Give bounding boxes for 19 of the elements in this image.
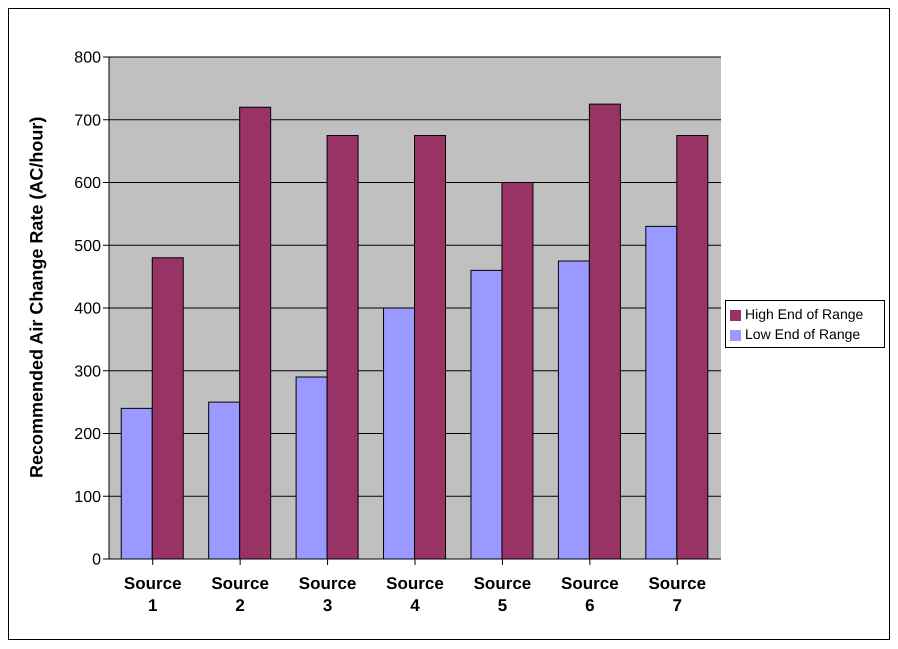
- legend-label: Low End of Range: [745, 326, 860, 342]
- y-axis-title: Recommended Air Change Rate (AC/hour): [26, 116, 46, 478]
- y-tick-label: 500: [74, 238, 102, 255]
- y-tick-label: 300: [74, 363, 102, 380]
- x-tick-label: Source 4: [386, 574, 444, 615]
- x-tick-label: Source 2: [211, 574, 269, 615]
- y-tick-label: 400: [74, 300, 102, 318]
- y-tick-label: 600: [74, 175, 102, 192]
- y-tick-label: 100: [74, 488, 102, 506]
- x-tick-label: Source 3: [298, 574, 356, 615]
- y-tick-label: 0: [92, 552, 102, 569]
- x-tick-label: Source 1: [124, 574, 182, 615]
- legend-label: High End of Range: [745, 306, 864, 322]
- y-tick-label: 800: [74, 50, 102, 67]
- x-tick-label: Source 7: [648, 574, 706, 615]
- x-tick-label: Source 6: [561, 574, 619, 615]
- y-tick-label: 700: [74, 112, 102, 130]
- x-tick-label: Source 5: [474, 574, 532, 615]
- y-tick-label: 200: [74, 426, 102, 444]
